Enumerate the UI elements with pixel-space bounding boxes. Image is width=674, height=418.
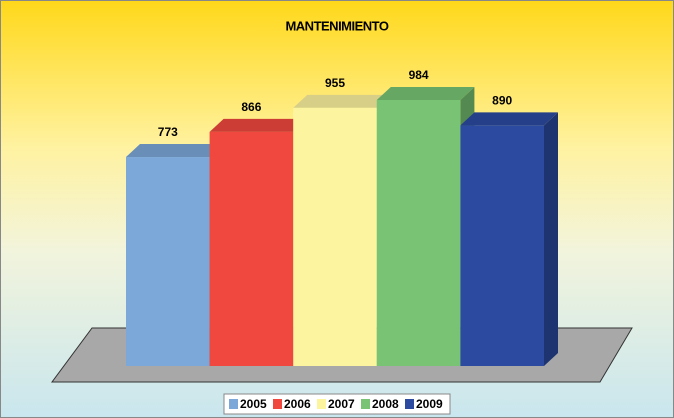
- legend-swatch: [229, 399, 238, 409]
- bar: [126, 157, 210, 366]
- data-label: 866: [241, 100, 261, 114]
- bar: [460, 125, 544, 366]
- legend-swatch: [405, 399, 414, 409]
- bar-side: [544, 112, 558, 366]
- bar: [209, 131, 294, 366]
- data-label: 890: [492, 94, 512, 108]
- bar: [293, 107, 377, 367]
- data-label: 773: [158, 125, 178, 139]
- bar-top: [209, 118, 308, 132]
- data-label: 984: [409, 68, 429, 82]
- legend-swatch: [361, 399, 370, 409]
- bar: [376, 100, 461, 366]
- legend-label: 2005: [240, 397, 267, 411]
- legend-label: 2009: [416, 397, 443, 411]
- bar-top: [126, 144, 224, 158]
- bar-top: [460, 112, 558, 126]
- legend-swatch: [273, 399, 282, 409]
- data-label: 955: [325, 76, 345, 90]
- chart-title: MANTENIMIENTO: [285, 18, 388, 33]
- legend-label: 2007: [328, 397, 355, 411]
- legend-label: 2006: [284, 397, 311, 411]
- legend-swatch: [317, 399, 326, 409]
- bar-top: [293, 94, 391, 108]
- legend-label: 2008: [372, 397, 399, 411]
- bar-top: [376, 87, 475, 100]
